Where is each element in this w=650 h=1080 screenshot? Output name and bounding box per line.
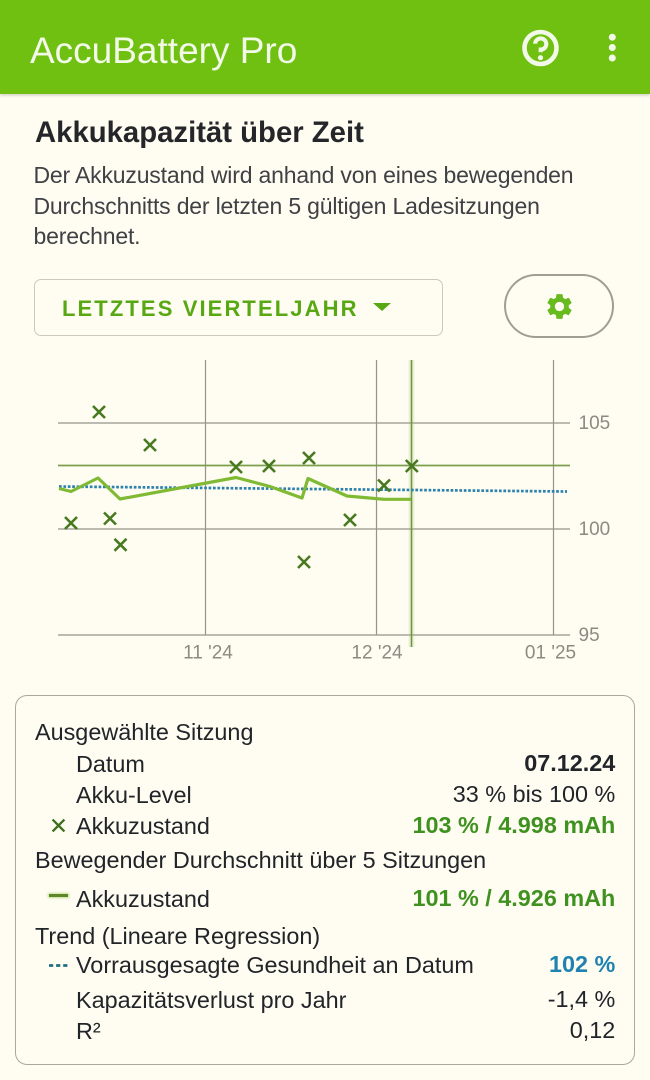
- svg-text:11 '24: 11 '24: [183, 643, 233, 664]
- svg-text:12 '24: 12 '24: [351, 643, 403, 664]
- svg-text:105: 105: [579, 413, 611, 434]
- svg-text:100: 100: [579, 519, 611, 540]
- svg-text:95: 95: [579, 625, 600, 646]
- svg-text:01 '25: 01 '25: [525, 643, 576, 664]
